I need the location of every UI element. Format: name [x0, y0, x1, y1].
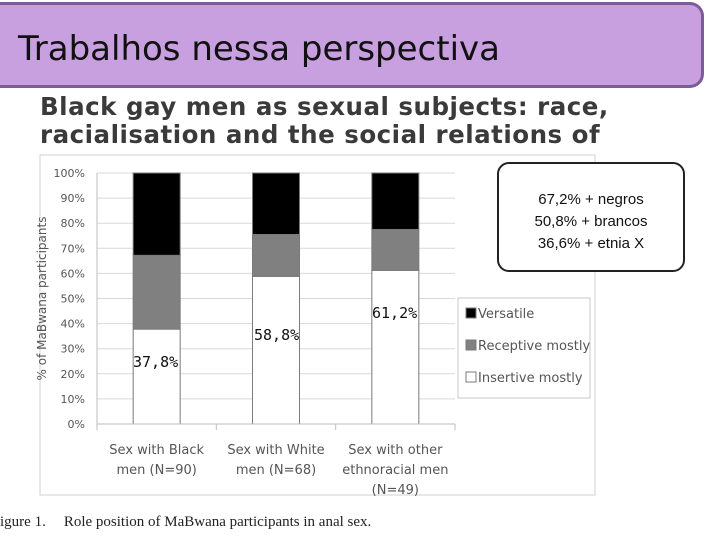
y-tick-label: 70% — [61, 242, 85, 255]
percentages-callout: 67,2% + negros 50,8% + brancos 36,6% + e… — [497, 162, 685, 272]
annotation-white: 58,8% — [254, 326, 300, 344]
bar-segment-versatile — [252, 172, 300, 235]
caption-label: igure 1. — [0, 514, 46, 530]
bar-segment-insertive-mostly — [252, 275, 300, 425]
x-category-label: Sex with Black — [109, 443, 204, 458]
legend-swatch — [465, 339, 477, 351]
x-category-label: men (N=68) — [236, 463, 316, 478]
y-tick-label: 20% — [61, 368, 85, 381]
legend-swatch — [465, 371, 477, 383]
bar-segment-versatile — [132, 172, 181, 256]
paper-heading-line2: racialisation and the social relations o… — [40, 120, 601, 149]
x-category-label: men (N=90) — [116, 463, 196, 478]
legend-label: Versatile — [478, 307, 534, 322]
bar-segment-insertive-mostly — [132, 328, 181, 425]
legend-swatch — [465, 307, 477, 319]
y-axis-title: % of MaBwana participants — [35, 217, 49, 381]
callout-line-black: 67,2% + negros — [538, 191, 644, 208]
caption-text: Role position of MaBwana participants in… — [63, 514, 372, 530]
callout-line-white: 50,8% + brancos — [534, 213, 648, 230]
annotation-black: 37,8% — [133, 353, 179, 371]
x-category-label: ethnoracial men — [342, 463, 448, 478]
bar-segment-receptive-mostly — [371, 228, 420, 271]
bar-segment-receptive-mostly — [132, 254, 181, 330]
x-category-label: Sex with other — [348, 443, 443, 458]
y-tick-label: 50% — [61, 293, 85, 306]
title-banner: Trabalhos nessa perspectiva — [0, 2, 704, 88]
x-category-label: Sex with White — [227, 443, 324, 458]
bar-segment-insertive-mostly — [371, 269, 420, 425]
y-tick-label: 40% — [61, 318, 85, 331]
y-tick-label: 100% — [54, 167, 85, 180]
annotation-other: 61,2% — [372, 304, 418, 322]
legend-box — [457, 297, 591, 399]
y-tick-label: 30% — [61, 343, 85, 356]
figure-caption: igure 1. Role position of MaBwana partici… — [0, 514, 371, 531]
y-tick-label: 80% — [61, 217, 85, 230]
callout-line-other: 36,6% + etnia X — [537, 235, 645, 252]
x-category-label: (N=49) — [372, 483, 419, 498]
y-tick-label: 10% — [61, 393, 85, 406]
bar-segment-receptive-mostly — [252, 233, 300, 277]
legend-label: Receptive mostly — [478, 339, 590, 354]
legend-label: Insertive mostly — [478, 371, 583, 386]
y-tick-label: 90% — [61, 192, 85, 205]
y-tick-label: 0% — [68, 418, 85, 431]
paper-heading-line1: Black gay men as sexual subjects: race, — [40, 92, 609, 121]
y-tick-label: 60% — [61, 267, 85, 280]
bar-segment-versatile — [371, 172, 420, 230]
slide-title: Trabalhos nessa perspectiva — [18, 29, 500, 69]
